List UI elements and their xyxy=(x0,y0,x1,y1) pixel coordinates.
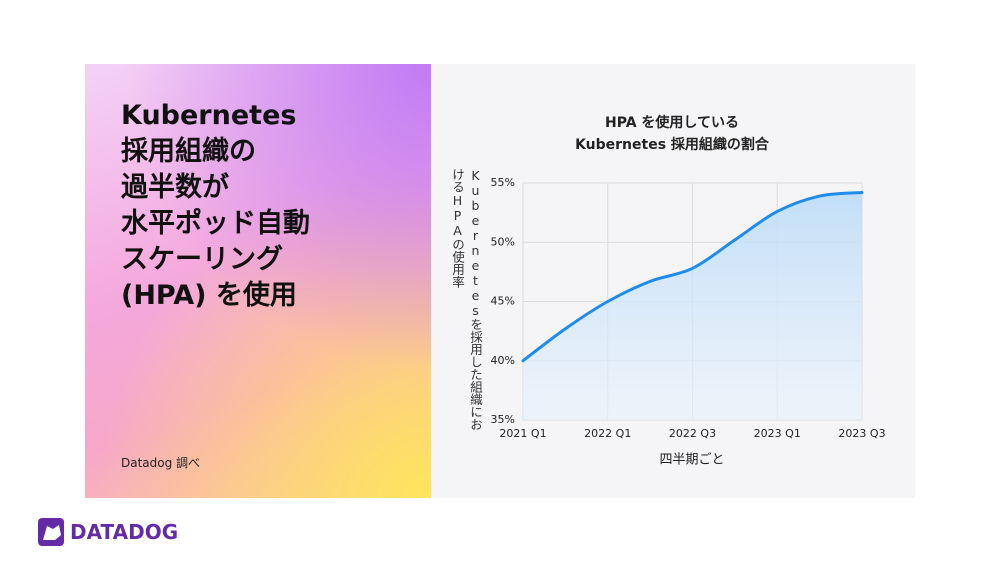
headline-line: (HPA) を使用 xyxy=(121,280,297,311)
x-axis-label: 四半期ごと xyxy=(659,452,724,468)
y-axis-label: Kubernetesを採用した組織におけるHPAの使用率 xyxy=(450,168,483,431)
y-tick-label: 35% xyxy=(491,413,515,426)
headline-line: 過半数が xyxy=(121,172,229,203)
brand: DATADOG xyxy=(70,520,179,544)
logo-icon xyxy=(38,518,64,546)
x-tick-label: 2022 Q1 xyxy=(584,427,631,440)
x-tick-label: 2022 Q3 xyxy=(669,427,716,440)
headline-line: 水平ポッド自動 xyxy=(121,208,310,239)
headline-line: Kubernetes xyxy=(121,100,297,131)
area xyxy=(523,192,862,420)
x-tick-label: 2021 Q1 xyxy=(499,427,546,440)
y-tick-label: 45% xyxy=(491,295,515,308)
y-tick-label: 40% xyxy=(491,354,515,367)
x-tick-label: 2023 Q1 xyxy=(754,427,801,440)
source: Datadog 調べ xyxy=(121,456,201,470)
x-tick-label: 2023 Q3 xyxy=(838,427,885,440)
chart-title: Kubernetes 採用組織の割合 xyxy=(575,136,770,153)
line xyxy=(521,190,864,363)
chart-title: HPA を使用している xyxy=(605,114,739,131)
y-tick-label: 50% xyxy=(491,235,515,248)
headline-line: スケーリング xyxy=(121,244,283,275)
left-panel: Kubernetes 採用組織の過半数が水平ポッド自動 スケーリング (HPA) を使… xyxy=(85,64,431,498)
y-tick-label: 55% xyxy=(491,176,515,189)
headline-line: 採用組織の xyxy=(121,136,256,167)
headline: Kubernetes 採用組織の過半数が水平ポッド自動 スケーリング (HPA) を使… xyxy=(121,98,310,314)
